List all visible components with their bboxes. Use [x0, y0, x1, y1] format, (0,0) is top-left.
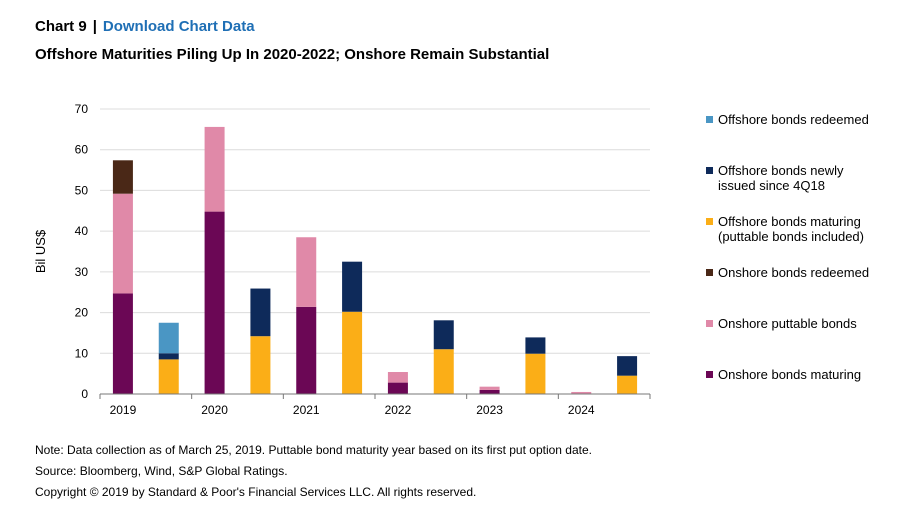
legend-item-onshore-redeemed: Onshore bonds redeemed [706, 265, 869, 280]
bar-segment-offshore-newly-issued [617, 356, 638, 376]
header-separator: | [92, 18, 97, 35]
bar-segment-offshore-maturing [525, 353, 546, 394]
chart-subtitle: Offshore Maturities Piling Up In 2020-20… [35, 46, 550, 63]
x-tick-label: 2020 [201, 403, 228, 417]
x-tick-label: 2022 [385, 403, 412, 417]
bar-segment-onshore-puttable [479, 386, 500, 390]
source-text: Source: Bloomberg, Wind, S&P Global Rati… [35, 464, 288, 478]
legend-item-onshore-puttable: Onshore puttable bonds [706, 316, 857, 331]
legend-item-offshore-maturing: Offshore bonds maturing (puttable bonds i… [706, 214, 864, 244]
bar-segment-offshore-maturing [158, 359, 179, 394]
chart-notes: Note: Data collection as of March 25, 20… [35, 440, 592, 503]
legend-swatch [706, 167, 713, 174]
bar-segment-offshore-newly-issued [342, 261, 363, 312]
legend-item-offshore-redeemed: Offshore bonds redeemed [706, 112, 869, 127]
bar-segment-offshore-maturing [250, 336, 271, 394]
chart-header: Chart 9 | Download Chart Data [35, 18, 255, 35]
note-text: Note: Data collection as of March 25, 20… [35, 443, 592, 457]
bar-segment-offshore-maturing [617, 375, 638, 394]
legend-swatch [706, 116, 713, 123]
legend-label: Offshore bonds redeemed [718, 112, 869, 127]
y-tick-label: 70 [75, 102, 89, 116]
legend-label: Onshore bonds maturing [718, 367, 862, 382]
bar-segment-onshore-puttable [387, 372, 408, 383]
bar-segment-offshore-maturing [342, 311, 363, 394]
bar-segment-onshore-maturing [296, 306, 317, 394]
legend-item-offshore-newly-issued: Offshore bonds newly issued since 4Q18 [706, 163, 844, 193]
legend-label: Onshore bonds redeemed [718, 265, 870, 280]
x-tick-label: 2023 [476, 403, 503, 417]
bar-segment-offshore-newly-issued [158, 353, 179, 360]
legend-label: Onshore puttable bonds [718, 316, 857, 331]
bar-segment-onshore-maturing [387, 382, 408, 394]
bar-segment-onshore-puttable [112, 193, 133, 294]
y-tick-label: 0 [81, 387, 88, 401]
legend-item-onshore-maturing: Onshore bonds maturing [706, 367, 861, 382]
legend-label: Offshore bonds newly issued since 4Q18 [718, 163, 844, 193]
bar-segment-offshore-newly-issued [250, 288, 271, 337]
y-tick-label: 30 [75, 265, 89, 279]
x-tick-label: 2024 [568, 403, 595, 417]
bar-segment-onshore-puttable [204, 126, 225, 212]
y-tick-label: 60 [75, 143, 89, 157]
bar-segment-onshore-maturing [112, 293, 133, 394]
x-tick-label: 2021 [293, 403, 320, 417]
y-axis-label: Bil US$ [33, 229, 48, 273]
bar-segment-offshore-redeemed [158, 322, 179, 354]
bar-segment-onshore-redeemed [112, 160, 133, 194]
y-tick-label: 50 [75, 183, 89, 197]
bar-segment-onshore-puttable [296, 237, 317, 307]
copyright-text: Copyright © 2019 by Standard & Poor's Fi… [35, 485, 477, 499]
y-tick-label: 20 [75, 306, 89, 320]
x-tick-label: 2019 [110, 403, 137, 417]
legend-label: Offshore bonds maturing (puttable bonds i… [718, 214, 864, 244]
bar-segment-offshore-maturing [433, 349, 454, 394]
bar-segment-onshore-maturing [479, 389, 500, 394]
bar-segment-onshore-maturing [204, 211, 225, 394]
y-tick-label: 10 [75, 346, 89, 360]
download-chart-data-link[interactable]: Download Chart Data [102, 18, 255, 35]
bar-segment-offshore-newly-issued [525, 337, 546, 354]
chart-number: Chart 9 [35, 18, 87, 35]
legend-swatch [706, 218, 713, 225]
legend-swatch [706, 320, 713, 327]
legend-swatch [706, 269, 713, 276]
bar-segment-onshore-puttable [571, 391, 592, 394]
bar-segment-offshore-newly-issued [433, 320, 454, 350]
y-tick-label: 40 [75, 224, 89, 238]
legend-swatch [706, 371, 713, 378]
